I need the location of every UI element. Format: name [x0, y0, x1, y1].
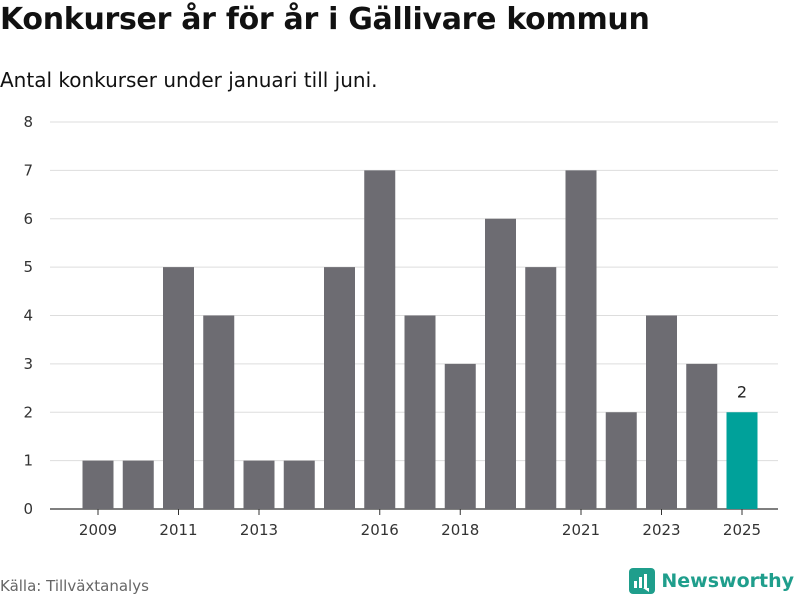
bar: [525, 267, 557, 509]
bar: [122, 460, 154, 509]
x-tick-label: 2025: [723, 521, 761, 539]
bars: [82, 170, 758, 509]
bar: [646, 315, 677, 509]
x-tick-label: 2009: [79, 521, 117, 539]
y-tick-label: 1: [23, 452, 33, 470]
y-tick-label: 4: [23, 307, 33, 325]
y-tick-label: 8: [23, 113, 33, 131]
source-note: Källa: Tillväxtanalys: [0, 577, 149, 595]
bar: [485, 218, 516, 509]
y-axis-ticks: 0 1 2 3 4 5 6 7 8: [23, 113, 33, 518]
y-tick-label: 3: [23, 355, 33, 373]
x-tick-label: 2023: [642, 521, 680, 539]
bar: [243, 460, 275, 509]
x-tick-label: 2016: [361, 521, 399, 539]
bar: [82, 460, 114, 509]
x-tick-label: 2013: [240, 521, 278, 539]
chart-title: Konkurser år för år i Gällivare kommun: [0, 2, 650, 37]
bar: [163, 267, 194, 509]
data-labels: 2: [737, 382, 747, 401]
bar: [605, 412, 637, 509]
brand[interactable]: Newsworthy: [629, 568, 794, 594]
newsworthy-logo-icon: [629, 568, 656, 594]
x-tick-label: 2011: [159, 521, 197, 539]
bar: [686, 363, 718, 509]
bar-highlight: [726, 412, 758, 509]
y-tick-label: 5: [23, 258, 33, 276]
chart-subtitle: Antal konkurser under januari till juni.: [0, 68, 378, 92]
bar: [565, 170, 597, 509]
x-tick-label: 2021: [562, 521, 600, 539]
bar: [203, 315, 235, 509]
y-tick-label: 2: [23, 403, 33, 421]
x-tick-label: 2018: [441, 521, 479, 539]
y-tick-label: 0: [23, 500, 33, 518]
y-tick-label: 6: [23, 210, 33, 228]
y-tick-label: 7: [23, 161, 33, 179]
bar: [404, 315, 436, 509]
bar: [324, 267, 355, 509]
bar: [364, 170, 396, 509]
bar: [283, 460, 315, 509]
x-axis-ticks: 2009 2011 2013 2016 2018 2021 2023 2025: [79, 509, 761, 539]
brand-name: Newsworthy: [661, 570, 794, 592]
bar: [444, 363, 476, 509]
highlight-data-label: 2: [737, 382, 747, 401]
